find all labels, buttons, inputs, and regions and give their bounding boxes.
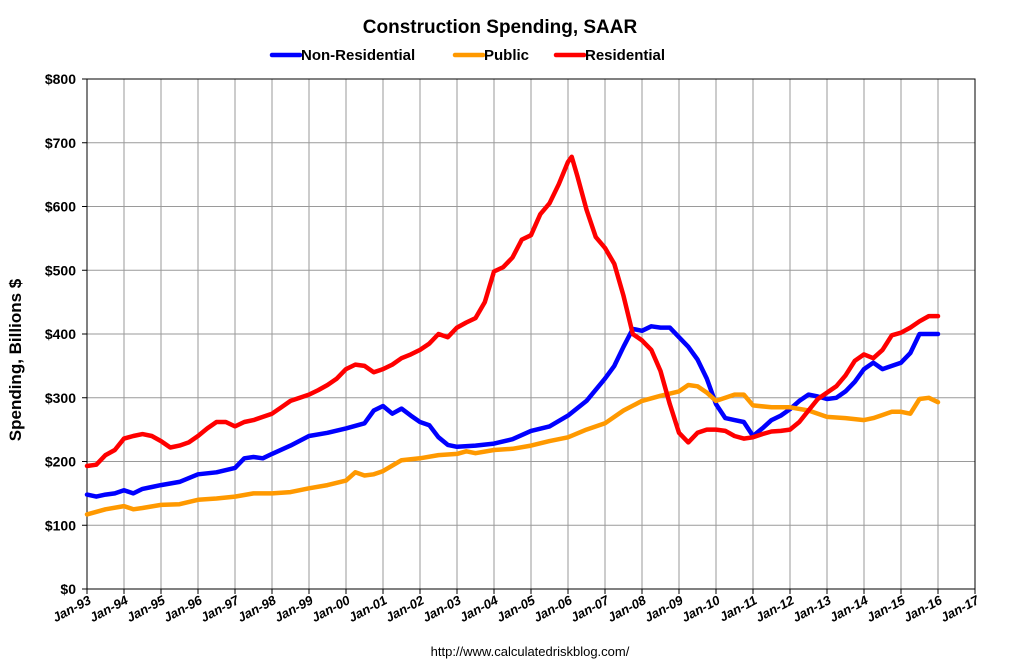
x-tick-label: Jan-04 xyxy=(457,592,501,625)
x-tick-label: Jan-12 xyxy=(753,592,797,625)
x-axis-ticks: Jan-93Jan-94Jan-95Jan-96Jan-97Jan-98Jan-… xyxy=(50,592,982,625)
x-tick-label: Jan-02 xyxy=(383,592,427,625)
y-tick-label: $400 xyxy=(45,326,76,342)
x-tick-label: Jan-16 xyxy=(901,592,945,625)
x-tick-label: Jan-14 xyxy=(827,592,871,625)
legend: Non-Residential Public Residential xyxy=(269,47,665,64)
legend-label-non-residential: Non-Residential xyxy=(301,47,415,64)
chart-title: Construction Spending, SAAR xyxy=(363,17,638,38)
legend-label-public: Public xyxy=(484,47,529,64)
x-tick-label: Jan-17 xyxy=(938,592,982,625)
x-tick-label: Jan-96 xyxy=(161,592,205,625)
x-tick-label: Jan-11 xyxy=(717,592,760,624)
x-tick-label: Jan-05 xyxy=(494,592,538,625)
x-tick-label: Jan-06 xyxy=(531,592,575,625)
y-tick-label: $700 xyxy=(45,135,76,151)
x-tick-label: Jan-09 xyxy=(642,592,686,625)
y-tick-label: $800 xyxy=(45,71,76,87)
series-line-public xyxy=(84,382,941,517)
x-tick-label: Jan-03 xyxy=(420,592,464,625)
x-tick-label: Jan-95 xyxy=(124,592,168,625)
y-tick-label: $200 xyxy=(45,454,76,470)
source-url: http://www.calculatedriskblog.com/ xyxy=(431,644,630,659)
y-tick-label: $0 xyxy=(60,581,76,597)
y-tick-label: $600 xyxy=(45,199,76,215)
x-tick-label: Jan-00 xyxy=(309,592,353,625)
x-tick-label: Jan-98 xyxy=(235,592,279,625)
x-tick-label: Jan-94 xyxy=(87,592,131,625)
x-tick-label: Jan-13 xyxy=(790,592,834,625)
series-layer xyxy=(84,154,941,517)
x-tick-label: Jan-99 xyxy=(272,592,316,625)
x-tick-label: Jan-01 xyxy=(346,592,389,625)
x-tick-label: Jan-08 xyxy=(605,592,649,625)
y-tick-label: $100 xyxy=(45,517,76,533)
x-tick-label: Jan-97 xyxy=(198,592,242,625)
y-axis-label: Spending, Billions $ xyxy=(6,278,25,441)
legend-label-residential: Residential xyxy=(585,47,665,64)
series-line-residential xyxy=(84,154,941,469)
y-axis-ticks: $0 $100 $200 $300 $400 $500 $600 $700 $800 xyxy=(45,71,87,597)
x-tick-label: Jan-15 xyxy=(864,592,908,625)
x-tick-label: Jan-07 xyxy=(568,592,612,625)
grid-lines xyxy=(86,78,976,594)
y-tick-label: $500 xyxy=(45,262,76,278)
x-tick-label: Jan-10 xyxy=(679,592,723,625)
y-tick-label: $300 xyxy=(45,390,76,406)
